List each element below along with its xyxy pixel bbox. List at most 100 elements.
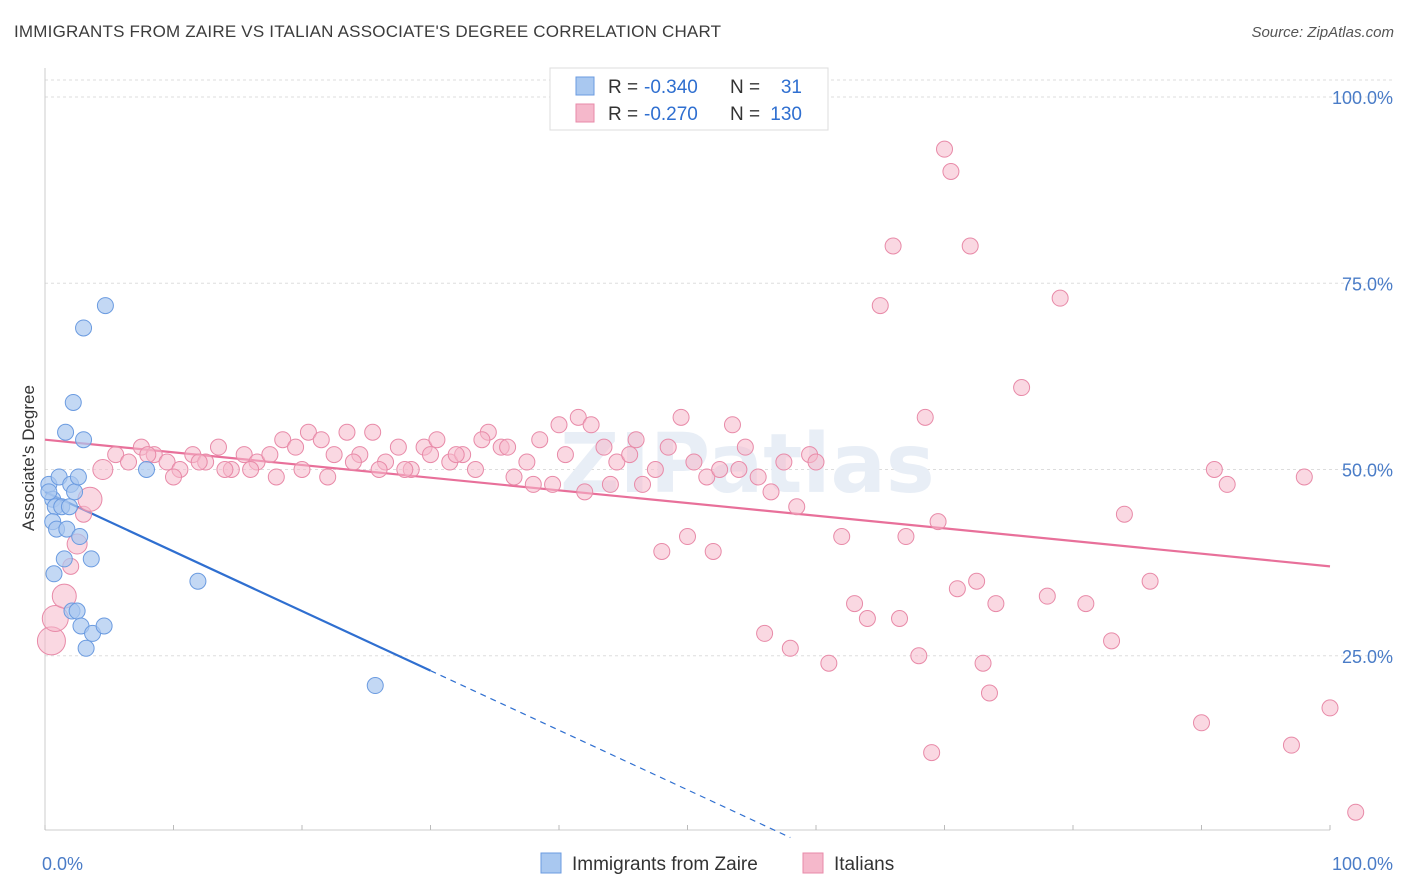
point-italians xyxy=(698,468,716,486)
point-italians xyxy=(659,438,677,456)
point-italians xyxy=(209,438,227,456)
point-italians xyxy=(974,654,992,672)
data-points xyxy=(36,140,1365,821)
point-italians xyxy=(1321,699,1339,717)
x-tick-label: 0.0% xyxy=(42,854,83,874)
y-axis-label: Associate's Degree xyxy=(19,385,38,531)
point-italians xyxy=(788,498,806,516)
point-zaire xyxy=(95,617,113,635)
point-italians xyxy=(1141,572,1159,590)
grid-lines xyxy=(45,79,1395,657)
point-italians xyxy=(1103,632,1121,650)
point-italians xyxy=(775,453,793,471)
source-label: Source: ZipAtlas.com xyxy=(1251,24,1394,41)
point-italians xyxy=(216,461,234,478)
point-zaire xyxy=(69,468,87,486)
point-italians xyxy=(723,416,741,434)
legend-n-label-1: N = xyxy=(730,77,760,98)
point-zaire xyxy=(138,461,156,478)
point-italians xyxy=(1347,803,1365,821)
point-zaire xyxy=(58,520,76,538)
point-italians xyxy=(833,528,851,546)
point-italians xyxy=(569,408,587,426)
point-italians xyxy=(936,140,953,158)
point-zaire xyxy=(40,483,58,501)
point-italians xyxy=(235,446,253,464)
point-italians xyxy=(601,475,619,493)
point-italians xyxy=(92,459,114,480)
point-italians xyxy=(396,461,414,478)
point-italians xyxy=(120,453,138,471)
point-italians xyxy=(165,468,182,486)
legend-n-value-2: 130 xyxy=(770,104,802,125)
point-zaire xyxy=(77,639,95,657)
point-zaire xyxy=(75,431,93,449)
point-italians xyxy=(1193,714,1210,732)
point-italians xyxy=(499,438,517,456)
point-zaire xyxy=(75,319,93,337)
point-italians xyxy=(807,453,825,471)
point-italians xyxy=(274,431,292,449)
point-italians xyxy=(595,438,613,456)
legend-n-label-2: N = xyxy=(730,104,760,125)
point-italians xyxy=(884,237,902,255)
point-italians xyxy=(466,461,484,478)
point-italians xyxy=(582,416,600,434)
point-italians xyxy=(685,453,703,471)
point-zaire xyxy=(66,483,84,501)
point-italians xyxy=(389,438,407,456)
point-italians xyxy=(287,438,305,456)
point-italians xyxy=(627,431,645,449)
point-zaire xyxy=(71,528,89,546)
point-italians xyxy=(261,446,279,464)
point-italians xyxy=(370,461,388,478)
y-tick-label: 50.0% xyxy=(1342,461,1393,481)
point-italians xyxy=(319,468,337,486)
point-italians xyxy=(338,423,356,441)
point-italians xyxy=(473,431,491,449)
point-italians xyxy=(190,453,208,471)
point-italians xyxy=(820,654,838,672)
point-italians xyxy=(781,639,799,657)
point-italians xyxy=(948,580,966,598)
point-zaire xyxy=(189,572,207,590)
point-italians xyxy=(1051,289,1069,307)
y-tick-label: 100.0% xyxy=(1332,88,1393,108)
legend-bottom-italians: Italians xyxy=(834,854,894,875)
point-zaire xyxy=(57,423,75,441)
point-italians xyxy=(891,610,909,627)
legend-r-label-2: R = xyxy=(608,104,638,125)
point-italians xyxy=(916,408,934,426)
point-zaire xyxy=(366,677,384,695)
point-zaire xyxy=(55,550,73,568)
trend-line-zaire xyxy=(44,490,431,672)
point-italians xyxy=(242,461,260,478)
chart-title: IMMIGRANTS FROM ZAIRE VS ITALIAN ASSOCIA… xyxy=(14,22,722,41)
point-zaire xyxy=(68,602,86,620)
legend-r-value-2: -0.270 xyxy=(644,104,698,125)
point-italians xyxy=(653,542,671,560)
point-italians xyxy=(422,446,439,464)
point-italians xyxy=(961,237,979,255)
point-italians xyxy=(704,542,722,560)
legend-top: R = -0.340 N = 31 R = -0.270 N = 130 xyxy=(549,67,829,131)
point-italians xyxy=(1205,461,1223,478)
point-italians xyxy=(871,297,889,315)
point-italians xyxy=(344,453,362,471)
point-italians xyxy=(987,595,1005,613)
legend-n-value-1: 31 xyxy=(781,77,802,98)
point-italians xyxy=(762,483,780,501)
point-italians xyxy=(929,513,947,531)
point-italians xyxy=(858,610,876,627)
point-italians xyxy=(325,446,343,464)
y-tick-labels: 100.0% 75.0% 50.0% 25.0% xyxy=(1332,88,1393,667)
axes xyxy=(44,68,1331,831)
point-italians xyxy=(299,423,317,441)
point-italians xyxy=(942,163,960,180)
point-italians xyxy=(749,468,767,486)
point-italians xyxy=(550,416,568,434)
point-italians xyxy=(1038,587,1056,605)
point-italians xyxy=(621,446,639,464)
point-italians xyxy=(897,528,915,546)
x-tick-labels: 0.0% 100.0% xyxy=(42,854,1393,874)
